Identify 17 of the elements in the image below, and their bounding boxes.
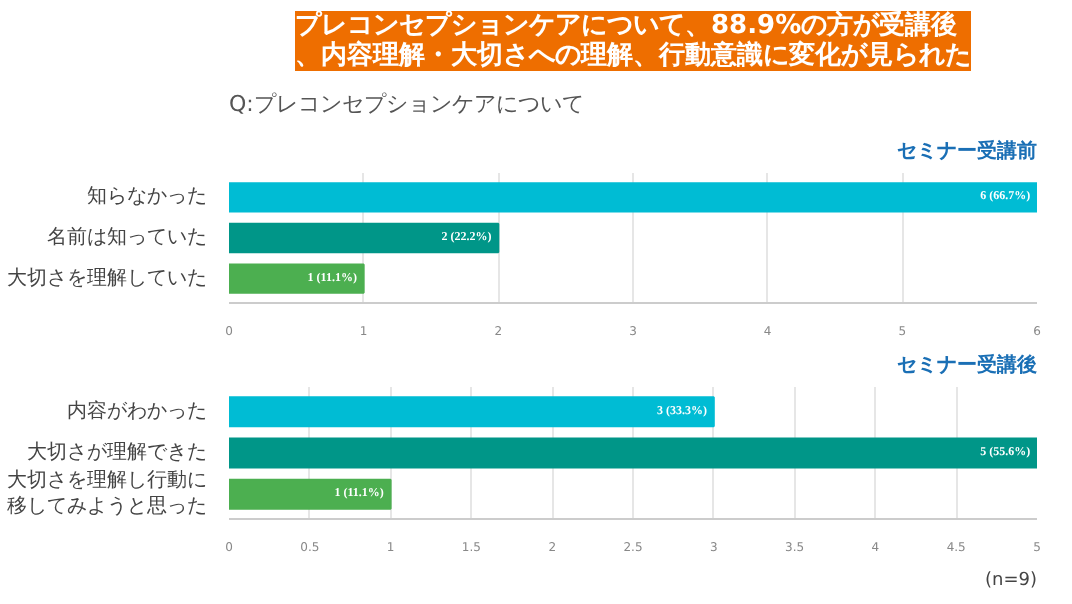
- bar: [229, 396, 715, 428]
- bar: [229, 478, 392, 510]
- bar: [229, 263, 365, 294]
- bar: [229, 437, 1037, 469]
- text: (n=9): [985, 571, 1038, 591]
- y-tick-label: 大切さを理解し行動に移してみようと思った: [7, 468, 207, 519]
- y-tick-label: 大切さを理解していた: [7, 265, 207, 290]
- y-tick-label: 知らなかった: [87, 184, 207, 209]
- chart-title: セミナー受講後: [897, 353, 1037, 377]
- y-tick-label: 内容がわかった: [67, 398, 207, 423]
- y-tick-label: 大切さが理解できた: [27, 440, 207, 464]
- bar: [229, 222, 500, 254]
- y-tick-label: 名前は知っていた: [47, 225, 207, 249]
- text: セミナー受講前: [897, 139, 1037, 163]
- chart-title: プレコンセプションケアについて、88.9%の方が受講後、内容理解・大切さへの理解、行動意識に変化が見られた: [295, 9, 971, 71]
- bar: [229, 182, 1037, 213]
- chart-subtitle: Q:プレコンセプションケアについて: [229, 91, 584, 117]
